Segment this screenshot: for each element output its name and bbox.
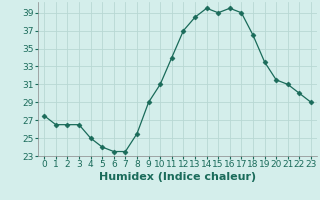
X-axis label: Humidex (Indice chaleur): Humidex (Indice chaleur) <box>99 172 256 182</box>
